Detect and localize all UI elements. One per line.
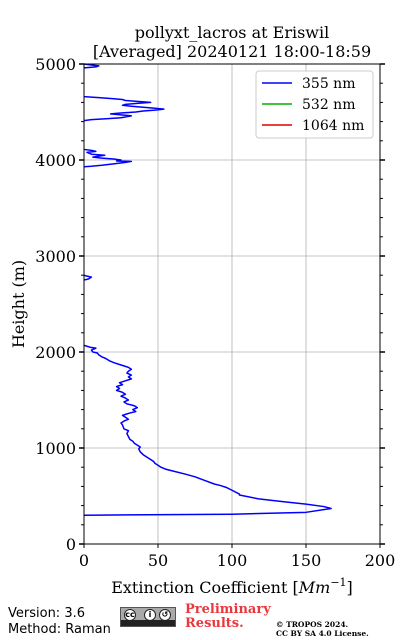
cc-license-badge: cc i ↺ — [120, 607, 176, 627]
y-axis-label: Height (m) — [9, 260, 28, 348]
version-text: Version: 3.6 — [8, 606, 85, 621]
x-axis-label-close: ] — [347, 578, 353, 597]
y-axis-ticks: 0 1000 2000 3000 4000 5000 — [35, 55, 385, 554]
x-tick-label: 150 — [291, 551, 322, 570]
y-tick-label: 0 — [66, 535, 76, 554]
copyright-line2: CC BY SA 4.0 License. — [276, 629, 369, 638]
series-layer — [83, 63, 332, 516]
chart-title-line1: pollyxt_lacros at Eriswil — [135, 23, 329, 42]
y-tick-label: 5000 — [35, 55, 76, 74]
copyright-line1: © TROPOS 2024. — [276, 620, 349, 629]
x-tick-label: 0 — [79, 551, 89, 570]
legend-box — [255, 70, 374, 139]
preliminary-line2: Results. — [185, 616, 244, 631]
method-text: Method: Raman — [8, 622, 111, 637]
legend-entry: 1064 nm — [302, 118, 364, 134]
y-tick-label: 1000 — [35, 439, 76, 458]
y-tick-label: 4000 — [35, 151, 76, 170]
x-axis-label: Extinction Coefficient [Mm−1] — [111, 576, 353, 597]
legend-entry: 532 nm — [302, 97, 355, 113]
y-tick-label: 3000 — [35, 247, 76, 266]
preliminary-results: Preliminary Results. — [185, 603, 271, 631]
x-axis-ticks: 0 50 100 150 200 — [79, 544, 395, 570]
x-tick-label: 100 — [217, 551, 248, 570]
y-tick-label: 2000 — [35, 343, 76, 362]
series-line-355-nm — [83, 63, 332, 516]
cc-badge-strip — [121, 620, 175, 626]
copyright: © TROPOS 2024. CC BY SA 4.0 License. — [276, 620, 369, 638]
x-axis-label-unit: Mm — [298, 578, 331, 597]
preliminary-line1: Preliminary — [185, 602, 271, 617]
footer-info: Version: 3.6 Method: Raman — [8, 606, 111, 638]
x-tick-label: 50 — [148, 551, 168, 570]
x-axis-label-text: Extinction Coefficient [ — [111, 578, 299, 597]
chart-title-line2: [Averaged] 20240121 18:00-18:59 — [93, 42, 371, 61]
x-axis-label-exponent: −1 — [330, 576, 346, 589]
legend: 355 nm 532 nm 1064 nm — [255, 70, 374, 139]
legend-entry: 355 nm — [302, 76, 355, 92]
x-tick-label: 200 — [365, 551, 396, 570]
